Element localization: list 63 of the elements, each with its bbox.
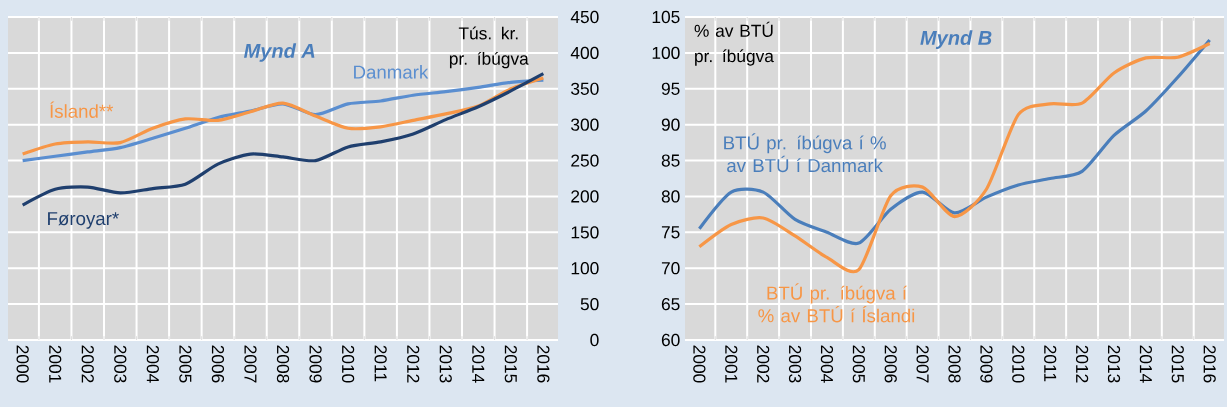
x-tick-label: 2003 [788, 345, 802, 383]
x-tick-label: 2006 [884, 345, 897, 383]
x-tick-label: 2009 [980, 345, 993, 383]
y-tick-label: 65 [661, 297, 680, 311]
series-label: BTÚ pr. íbúgva í % av BTÚ í Íslandi [758, 283, 915, 323]
y-tick-label: 70 [661, 262, 680, 275]
x-tick-label: 2016 [537, 345, 550, 383]
x-tick-label: 2012 [1075, 345, 1089, 383]
text: Mynd A [244, 43, 315, 62]
x-tick-label: 2015 [1171, 345, 1184, 383]
x-tick-label: 2008 [276, 345, 290, 383]
y-tick-label: 150 [571, 226, 599, 239]
x-tick-label: 2015 [504, 345, 517, 383]
x-tick-label: 2013 [439, 345, 452, 383]
y-tick-label: 95 [661, 82, 680, 95]
y-tick-label: 85 [661, 154, 680, 167]
x-tick-label: 2007 [244, 345, 257, 383]
x-tick-label: 2002 [81, 345, 94, 383]
series-label: Føroyar* [48, 212, 119, 229]
y-tick-label: 100 [571, 262, 599, 275]
y-tick-label: 450 [570, 10, 599, 24]
x-tick-label: 2013 [1107, 345, 1121, 383]
y-axis-title: Tús. kr. pr. íbúgva [449, 26, 529, 69]
x-tick-label: 2001 [725, 345, 738, 383]
y-tick-label: 50 [580, 297, 599, 311]
y-tick-label: 250 [571, 154, 599, 167]
text: Mynd B [920, 30, 992, 49]
x-tick-label: 2016 [1203, 345, 1216, 383]
y-tick-label: 100 [652, 46, 680, 60]
x-tick-label: 2000 [16, 345, 29, 383]
x-tick-label: 2014 [472, 345, 485, 383]
x-tick-label: 2009 [309, 345, 322, 383]
x-tick-label: 2010 [341, 345, 355, 383]
x-tick-label: 2014 [1139, 345, 1153, 383]
x-tick-label: 2001 [49, 345, 62, 383]
x-tick-label: 2008 [948, 345, 961, 383]
x-tick-label: 2002 [757, 345, 770, 383]
y-tick-label: 80 [661, 190, 680, 203]
x-tick-label: 2003 [114, 345, 127, 383]
series-label: Danmark [354, 65, 429, 79]
series-label: Ísland** [50, 101, 114, 118]
y-tick-label: 200 [571, 190, 599, 203]
x-tick-label: 2011 [374, 345, 387, 382]
y-axis-title: % av BTÚ pr. íbúgva [694, 21, 774, 66]
x-tick-label: 2010 [1012, 345, 1025, 383]
x-tick-label: 2012 [407, 345, 420, 383]
x-tick-label: 2004 [820, 345, 834, 383]
y-tick-label: 0 [590, 333, 599, 347]
x-tick-label: 2005 [852, 345, 865, 383]
y-tick-label: 105 [652, 10, 680, 24]
x-tick-label: 2000 [693, 345, 706, 383]
y-tick-label: 90 [661, 118, 680, 131]
y-tick-label: 300 [571, 118, 599, 131]
y-tick-label: 350 [571, 82, 599, 95]
series-label: BTÚ pr. íbúgva í % av BTÚ í Danmark [724, 133, 886, 173]
x-tick-label: 2006 [211, 345, 225, 383]
y-tick-label: 75 [661, 226, 680, 239]
x-tick-label: 2004 [146, 345, 159, 383]
x-tick-label: 2005 [179, 345, 192, 383]
x-tick-label: 2007 [916, 345, 929, 383]
y-tick-label: 400 [570, 46, 599, 60]
y-tick-label: 60 [661, 333, 680, 347]
x-tick-label: 2011 [1044, 345, 1057, 382]
